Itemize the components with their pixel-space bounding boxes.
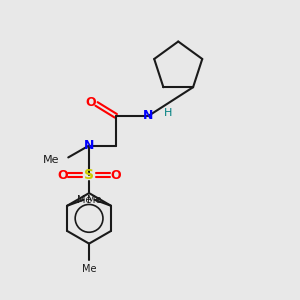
Text: O: O bbox=[86, 96, 97, 109]
Text: Me: Me bbox=[43, 155, 59, 165]
Text: N: N bbox=[84, 139, 94, 152]
Text: O: O bbox=[110, 169, 121, 182]
Text: S: S bbox=[84, 168, 94, 182]
Text: N: N bbox=[143, 109, 154, 122]
Text: Me: Me bbox=[82, 264, 96, 274]
Text: H: H bbox=[164, 108, 172, 118]
Text: Me: Me bbox=[86, 195, 101, 205]
Text: Me: Me bbox=[77, 195, 92, 205]
Text: O: O bbox=[57, 169, 68, 182]
